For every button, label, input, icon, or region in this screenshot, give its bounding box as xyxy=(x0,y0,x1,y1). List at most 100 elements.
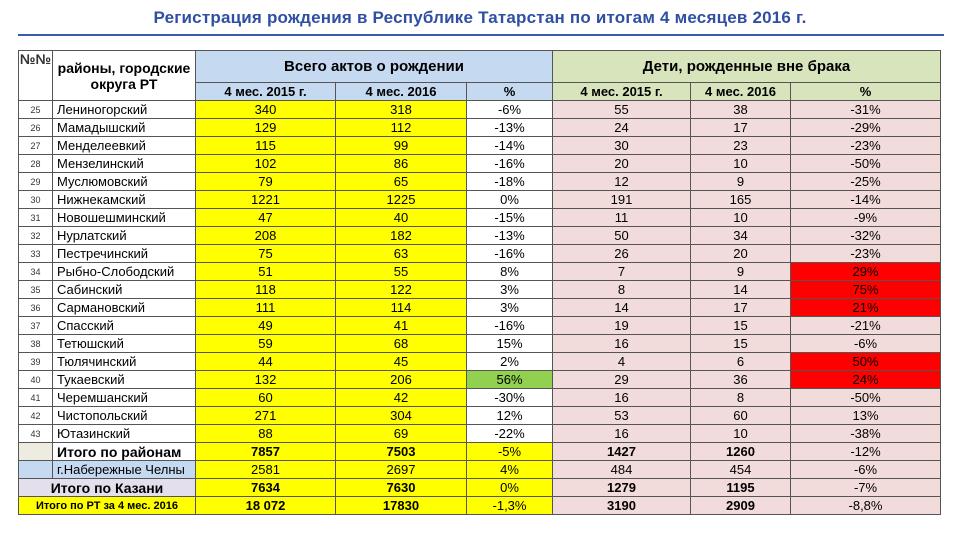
total-cell-5: -6% xyxy=(790,460,941,479)
cell-1: 86 xyxy=(335,154,467,173)
cell-2: -6% xyxy=(466,100,553,119)
district-name: Нурлатский xyxy=(52,226,196,245)
cell-4: 14 xyxy=(690,280,791,299)
cell-4: 17 xyxy=(690,298,791,317)
cell-0: 208 xyxy=(195,226,336,245)
cell-2: 2% xyxy=(466,352,553,371)
cell-1: 304 xyxy=(335,406,467,425)
cell-4: 60 xyxy=(690,406,791,425)
cell-5: -14% xyxy=(790,190,941,209)
cell-1: 69 xyxy=(335,424,467,443)
total-cell-5: -12% xyxy=(790,442,941,461)
cell-2: -16% xyxy=(466,244,553,263)
district-name: Мензелинский xyxy=(52,154,196,173)
cell-3: 50 xyxy=(552,226,691,245)
cell-2: -18% xyxy=(466,172,553,191)
cell-2: -30% xyxy=(466,388,553,407)
total-label: Итого по районам xyxy=(52,442,196,461)
total-cell-3: 484 xyxy=(552,460,691,479)
cell-4: 15 xyxy=(690,334,791,353)
district-name: Муслюмовский xyxy=(52,172,196,191)
row-number: 37 xyxy=(18,316,53,335)
total-cell-0: 7634 xyxy=(195,478,336,497)
cell-0: 88 xyxy=(195,424,336,443)
subheader-3: 4 мес. 2015 г. xyxy=(552,82,691,101)
total-cell-4: 2909 xyxy=(690,496,791,515)
cell-3: 16 xyxy=(552,424,691,443)
cell-3: 24 xyxy=(552,118,691,137)
cell-0: 118 xyxy=(195,280,336,299)
table-row: 30 Нижнекамский 1221 1225 0% 191 165 -14% xyxy=(18,190,941,209)
cell-4: 6 xyxy=(690,352,791,371)
cell-3: 14 xyxy=(552,298,691,317)
cell-4: 38 xyxy=(690,100,791,119)
cell-4: 9 xyxy=(690,262,791,281)
cell-2: -22% xyxy=(466,424,553,443)
title-divider xyxy=(18,34,944,36)
total-cell-3: 3190 xyxy=(552,496,691,515)
cell-2: 56% xyxy=(466,370,553,389)
district-name: Лениногорский xyxy=(52,100,196,119)
cell-5: -31% xyxy=(790,100,941,119)
cell-5: 75% xyxy=(790,280,941,299)
row-number: 40 xyxy=(18,370,53,389)
cell-3: 191 xyxy=(552,190,691,209)
cell-0: 271 xyxy=(195,406,336,425)
subheader-2: % xyxy=(466,82,553,101)
cell-0: 51 xyxy=(195,262,336,281)
cell-4: 20 xyxy=(690,244,791,263)
row-number: 38 xyxy=(18,334,53,353)
row-number: 35 xyxy=(18,280,53,299)
row-number: 34 xyxy=(18,262,53,281)
subheader-4: 4 мес. 2016 xyxy=(690,82,791,101)
cell-0: 47 xyxy=(195,208,336,227)
cell-3: 29 xyxy=(552,370,691,389)
cell-2: 15% xyxy=(466,334,553,353)
cell-1: 112 xyxy=(335,118,467,137)
row-number: 25 xyxy=(18,100,53,119)
cell-5: -23% xyxy=(790,244,941,263)
cell-3: 26 xyxy=(552,244,691,263)
district-name: Чистопольский xyxy=(52,406,196,425)
cell-0: 129 xyxy=(195,118,336,137)
cell-4: 10 xyxy=(690,424,791,443)
total-cell-2: 4% xyxy=(466,460,553,479)
district-name: Пестречинский xyxy=(52,244,196,263)
subheader-0: 4 мес. 2015 г. xyxy=(195,82,336,101)
total-cell-4: 1260 xyxy=(690,442,791,461)
district-name: Спасский xyxy=(52,316,196,335)
cell-3: 16 xyxy=(552,388,691,407)
header-out-of-wedlock: Дети, рожденные вне брака xyxy=(552,50,941,83)
cell-1: 68 xyxy=(335,334,467,353)
cell-5: -25% xyxy=(790,172,941,191)
cell-5: -21% xyxy=(790,316,941,335)
cell-0: 115 xyxy=(195,136,336,155)
cell-1: 41 xyxy=(335,316,467,335)
total-cell-2: -5% xyxy=(466,442,553,461)
cell-0: 60 xyxy=(195,388,336,407)
subheader-1: 4 мес. 2016 xyxy=(335,82,467,101)
table-row: 41 Черемшанский 60 42 -30% 16 8 -50% xyxy=(18,388,941,407)
cell-1: 1225 xyxy=(335,190,467,209)
row-number: 32 xyxy=(18,226,53,245)
cell-3: 16 xyxy=(552,334,691,353)
cell-2: -16% xyxy=(466,154,553,173)
total-cell-0: 18 072 xyxy=(195,496,336,515)
cell-3: 4 xyxy=(552,352,691,371)
total-row: Итого по Казани 7634 7630 0% 1279 1195 -7% xyxy=(18,478,941,497)
total-cell-1: 7503 xyxy=(335,442,467,461)
district-name: Ютазинский xyxy=(52,424,196,443)
cell-4: 23 xyxy=(690,136,791,155)
total-row: г.Набережные Челны 2581 2697 4% 484 454 -6% xyxy=(18,460,941,479)
cell-5: -38% xyxy=(790,424,941,443)
cell-1: 114 xyxy=(335,298,467,317)
cell-0: 102 xyxy=(195,154,336,173)
cell-2: -13% xyxy=(466,118,553,137)
district-name: Тюлячинский xyxy=(52,352,196,371)
table-row: 42 Чистопольский 271 304 12% 53 60 13% xyxy=(18,406,941,425)
cell-4: 15 xyxy=(690,316,791,335)
cell-5: -32% xyxy=(790,226,941,245)
row-number: 41 xyxy=(18,388,53,407)
district-name: Тетюшский xyxy=(52,334,196,353)
total-cell-5: -7% xyxy=(790,478,941,497)
